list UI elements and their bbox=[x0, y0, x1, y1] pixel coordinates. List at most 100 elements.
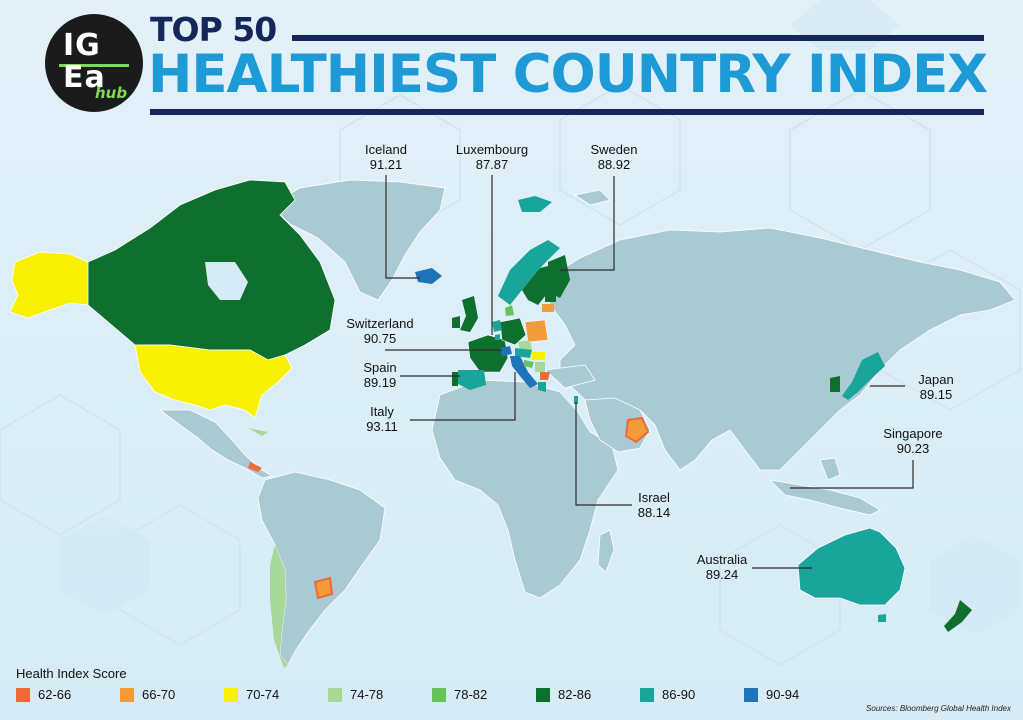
country-denmark bbox=[505, 305, 514, 316]
country-switzerland bbox=[500, 346, 512, 356]
legend-label: 82-86 bbox=[558, 687, 592, 702]
callout-australia: Australia 89.24 bbox=[690, 552, 754, 582]
land-base bbox=[158, 179, 1016, 666]
country-score: 87.87 bbox=[475, 157, 509, 172]
callout-switzerland: Switzerland 90.75 bbox=[340, 316, 420, 346]
country-cuba bbox=[248, 428, 268, 436]
logo-text-line2: Ea bbox=[63, 60, 106, 95]
country-score: 90.23 bbox=[896, 441, 930, 456]
country-spain bbox=[458, 370, 486, 390]
country-croatia bbox=[524, 360, 534, 368]
country-label: Japan bbox=[918, 372, 954, 387]
callout-luxembourg: Luxembourg 87.87 bbox=[448, 142, 536, 172]
country-ireland bbox=[452, 316, 460, 328]
country-hungary bbox=[532, 352, 545, 360]
country-score: 93.11 bbox=[366, 419, 398, 434]
country-score: 89.24 bbox=[705, 567, 739, 582]
legend-label: 86-90 bbox=[662, 687, 696, 702]
title-rule-bottom bbox=[150, 109, 984, 115]
country-label: Israel bbox=[638, 490, 670, 505]
country-score: 88.92 bbox=[597, 157, 631, 172]
legend-title: Health Index Score bbox=[16, 666, 127, 681]
legend-swatch bbox=[744, 688, 758, 702]
legend-label: 90-94 bbox=[766, 687, 800, 702]
country-finland bbox=[548, 255, 570, 298]
country-czech bbox=[518, 340, 532, 350]
country-luxembourg bbox=[495, 334, 500, 340]
callout-japan: Japan 89.15 bbox=[908, 372, 964, 402]
source-note: Sources: Bloomberg Global Health Index bbox=[866, 704, 1011, 713]
legend-label: 62-66 bbox=[38, 687, 72, 702]
country-alaska bbox=[9, 251, 89, 319]
page-title: HEALTHIEST COUNTRY INDEX bbox=[148, 44, 988, 105]
country-new-zealand bbox=[944, 600, 972, 632]
country-lithuania bbox=[542, 304, 554, 312]
legend-label: 74-78 bbox=[350, 687, 384, 702]
leader-iceland bbox=[385, 175, 420, 279]
country-score: 89.19 bbox=[363, 375, 397, 390]
country-south-korea bbox=[830, 376, 840, 392]
country-netherlands bbox=[492, 320, 502, 332]
country-iceland bbox=[415, 268, 442, 284]
country-oman bbox=[624, 416, 650, 444]
logo-text-line3: hub bbox=[95, 84, 128, 102]
country-score: 88.14 bbox=[637, 505, 671, 520]
country-uruguay bbox=[313, 576, 334, 600]
country-portugal bbox=[452, 372, 458, 386]
country-label: Singapore bbox=[883, 426, 943, 441]
country-japan bbox=[842, 352, 885, 400]
leader-singapore bbox=[790, 460, 914, 489]
title-top: TOP 50 bbox=[150, 10, 277, 49]
legend-swatch bbox=[432, 688, 446, 702]
country-israel bbox=[574, 396, 578, 404]
legend-label: 66-70 bbox=[142, 687, 176, 702]
africa bbox=[431, 379, 619, 599]
legend-label: 78-82 bbox=[454, 687, 488, 702]
country-usa bbox=[134, 344, 293, 419]
country-label: Luxembourg bbox=[455, 142, 529, 157]
leader-israel bbox=[575, 402, 632, 506]
country-label: Switzerland bbox=[346, 316, 414, 331]
country-baltics bbox=[545, 290, 556, 302]
leader-lines bbox=[385, 175, 914, 569]
mexico-central-america bbox=[158, 409, 274, 479]
country-serbia bbox=[535, 362, 545, 372]
country-italy bbox=[510, 356, 538, 388]
island-svalbard bbox=[518, 196, 552, 212]
callout-italy: Italy 93.11 bbox=[358, 404, 406, 434]
country-poland bbox=[524, 319, 549, 343]
country-label: Spain bbox=[363, 360, 397, 375]
country-label: Australia bbox=[696, 552, 748, 567]
callout-singapore: Singapore 90.23 bbox=[876, 426, 950, 456]
callout-iceland: Iceland 91.21 bbox=[358, 142, 414, 172]
country-sweden bbox=[522, 265, 552, 305]
country-uk bbox=[460, 296, 478, 332]
country-france bbox=[467, 334, 509, 373]
callout-israel: Israel 88.14 bbox=[630, 490, 678, 520]
leader-sweden bbox=[560, 176, 615, 271]
country-tasmania bbox=[878, 614, 886, 622]
country-austria bbox=[515, 348, 532, 358]
country-score: 89.15 bbox=[919, 387, 953, 402]
country-australia bbox=[797, 527, 906, 606]
country-label: Italy bbox=[370, 404, 394, 419]
callout-spain: Spain 89.19 bbox=[356, 360, 404, 390]
igea-hub-logo: IG Ea hub bbox=[45, 14, 143, 112]
logo-divider bbox=[59, 64, 129, 67]
country-score: 90.75 bbox=[363, 331, 397, 346]
country-bulgaria bbox=[540, 372, 550, 380]
legend-swatch bbox=[120, 688, 134, 702]
country-label: Sweden bbox=[590, 142, 638, 157]
legend-label: 70-74 bbox=[246, 687, 280, 702]
country-score: 91.21 bbox=[369, 157, 403, 172]
eurasia bbox=[544, 227, 1016, 471]
callout-sweden: Sweden 88.92 bbox=[586, 142, 642, 172]
title-rule-top bbox=[292, 35, 984, 41]
country-costa-rica bbox=[248, 462, 262, 472]
greenland bbox=[269, 179, 446, 301]
country-label: Iceland bbox=[365, 142, 407, 157]
legend-swatch bbox=[224, 688, 238, 702]
logo-text-line1: IG bbox=[63, 28, 101, 63]
legend-swatch bbox=[16, 688, 30, 702]
